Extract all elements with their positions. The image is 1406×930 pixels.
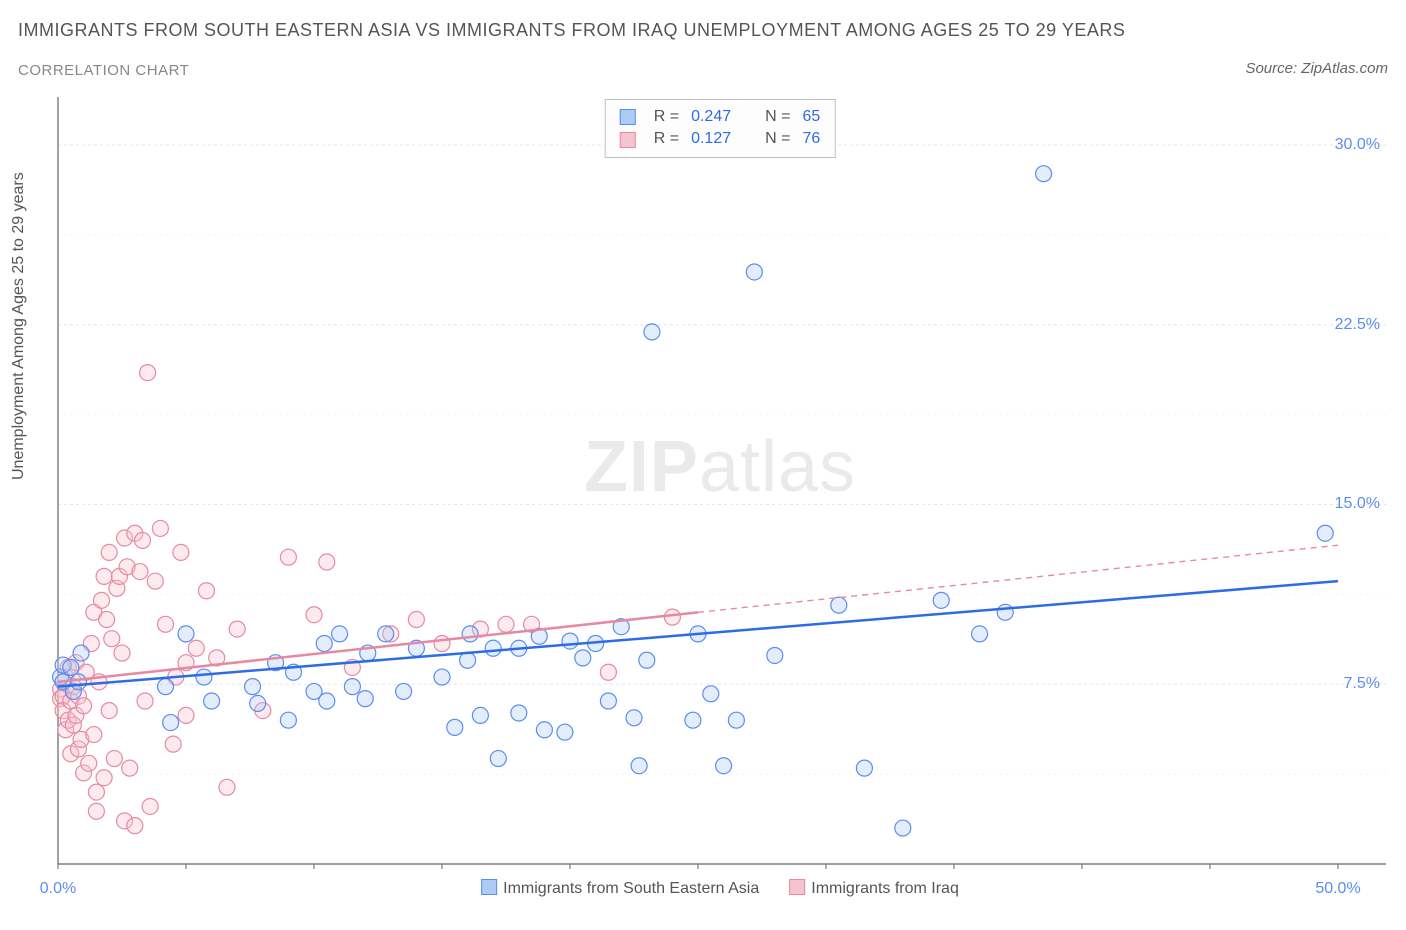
scatter-plot-svg (52, 95, 1388, 870)
n-value-b: 76 (802, 128, 820, 150)
r-value-a: 0.247 (691, 106, 731, 128)
legend-row-series-b: R = 0.127 N = 76 (620, 128, 821, 150)
chart-title: IMMIGRANTS FROM SOUTH EASTERN ASIA VS IM… (18, 20, 1125, 41)
legend-swatch-blue (620, 109, 636, 125)
legend-label-b: Immigrants from Iraq (811, 880, 959, 897)
y-tick-label: 22.5% (1335, 316, 1380, 334)
r-equals-label: R = (654, 106, 679, 128)
chart-subtitle: CORRELATION CHART (18, 62, 189, 79)
legend-swatch-pink-icon (789, 879, 805, 895)
n-equals-label: N = (765, 106, 790, 128)
chart-plot-area: ZIPatlas R = 0.247 N = 65 R = 0.127 N = … (52, 95, 1388, 870)
y-tick-label: 30.0% (1335, 136, 1380, 154)
legend-label-a: Immigrants from South Eastern Asia (503, 880, 759, 897)
legend-swatch-pink (620, 132, 636, 148)
y-tick-label: 15.0% (1335, 495, 1380, 513)
n-value-a: 65 (802, 106, 820, 128)
r-value-b: 0.127 (691, 128, 731, 150)
n-equals-label: N = (765, 128, 790, 150)
correlation-legend: R = 0.247 N = 65 R = 0.127 N = 76 (605, 99, 836, 158)
y-tick-label: 7.5% (1344, 675, 1380, 693)
legend-row-series-a: R = 0.247 N = 65 (620, 106, 821, 128)
source-attribution: Source: ZipAtlas.com (1245, 60, 1388, 77)
legend-swatch-blue-icon (481, 879, 497, 895)
x-tick-label: 0.0% (40, 880, 76, 898)
x-tick-label: 50.0% (1315, 880, 1360, 898)
legend-item-a: Immigrants from South Eastern Asia (481, 879, 759, 898)
y-axis-label: Unemployment Among Ages 25 to 29 years (10, 172, 28, 480)
series-legend: Immigrants from South Eastern Asia Immig… (481, 879, 959, 898)
r-equals-label: R = (654, 128, 679, 150)
legend-item-b: Immigrants from Iraq (789, 879, 959, 898)
